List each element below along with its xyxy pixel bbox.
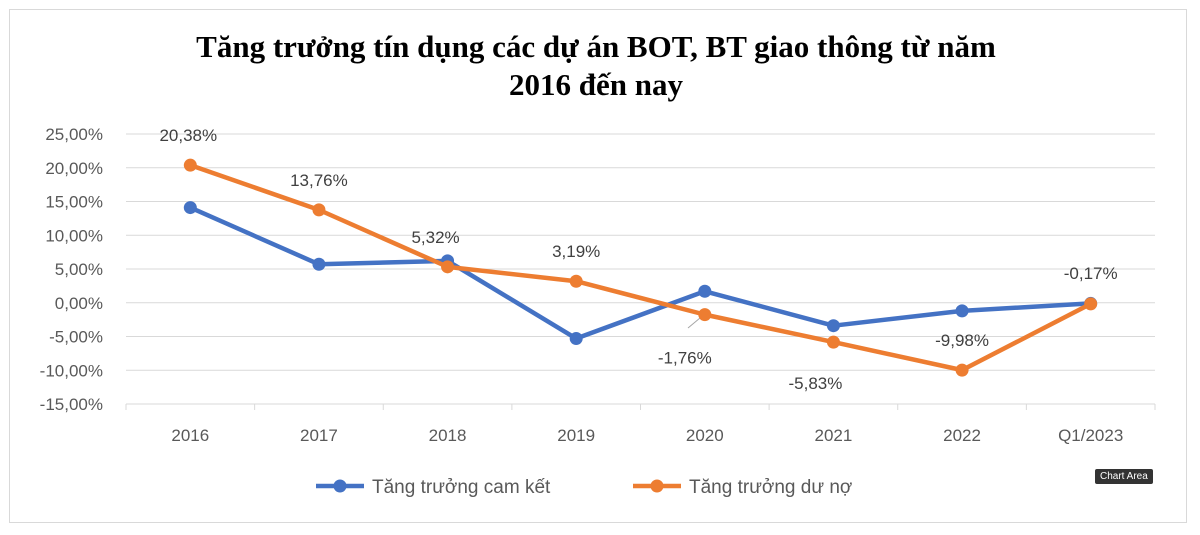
data-point [698, 308, 712, 322]
data-label: -5,83% [789, 374, 843, 393]
legend-label: Tăng trưởng cam kết [372, 477, 551, 498]
y-tick-label: -10,00% [40, 361, 103, 380]
data-point [826, 319, 840, 333]
data-point [698, 284, 712, 298]
x-tick-label: 2020 [686, 426, 724, 445]
data-point [569, 274, 583, 288]
data-point [955, 363, 969, 377]
x-tick-label: 2018 [429, 426, 467, 445]
legend-label: Tăng trưởng dư nợ [689, 477, 852, 498]
x-tick-label: 2021 [815, 426, 853, 445]
data-point [441, 260, 455, 274]
data-point [312, 203, 326, 217]
y-tick-label: 0,00% [55, 294, 103, 313]
data-point [183, 158, 197, 172]
legend-marker [333, 479, 347, 493]
data-point [826, 335, 840, 349]
data-point [569, 332, 583, 346]
y-tick-label: 25,00% [45, 125, 103, 144]
y-tick-label: 15,00% [45, 193, 103, 212]
series-line-1 [189, 163, 1092, 373]
chart-title-line-2: 2016 đến nay [509, 67, 683, 102]
y-tick-label: -5,00% [49, 328, 103, 347]
legend-marker [650, 479, 664, 493]
data-label: -9,98% [935, 331, 989, 350]
y-tick-label: 20,00% [45, 159, 103, 178]
data-label: -0,17% [1064, 264, 1118, 283]
x-tick-label: 2022 [943, 426, 981, 445]
chart-area[interactable] [9, 9, 1187, 523]
x-tick-label: 2017 [300, 426, 338, 445]
leader-line [687, 317, 701, 329]
data-label: 13,76% [290, 171, 348, 190]
chart-title: Tăng trưởng tín dụng các dự án BOT, BT g… [0, 28, 1192, 104]
y-tick-label: -15,00% [40, 395, 103, 414]
data-label: 3,19% [552, 242, 600, 261]
data-point [312, 257, 326, 271]
y-tick-label: 10,00% [45, 226, 103, 245]
x-tick-label: 2016 [171, 426, 209, 445]
data-label: 20,38% [159, 126, 217, 145]
series-line-0 [189, 205, 1091, 341]
data-point [1084, 297, 1098, 311]
data-label: 5,32% [411, 228, 459, 247]
data-point [955, 304, 969, 318]
data-point [183, 201, 197, 215]
y-tick-label: 5,00% [55, 260, 103, 279]
chart-title-line-1: Tăng trưởng tín dụng các dự án BOT, BT g… [196, 29, 996, 64]
data-label: -1,76% [658, 349, 712, 368]
chart-area-tooltip: Chart Area [1095, 469, 1153, 484]
x-tick-label: Q1/2023 [1058, 426, 1123, 445]
x-tick-label: 2019 [557, 426, 595, 445]
